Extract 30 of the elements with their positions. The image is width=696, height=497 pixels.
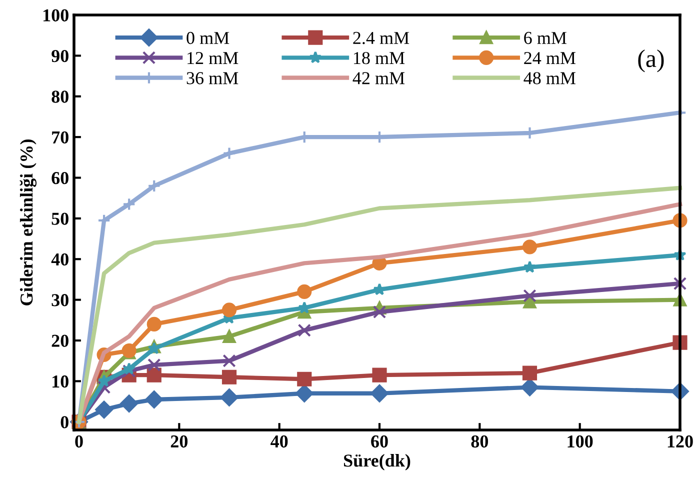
x-tick-label: 40	[270, 435, 288, 448]
y-tick-label: 10	[52, 375, 68, 388]
x-tick-label: 80	[471, 435, 488, 448]
y-tick-label: 20	[52, 334, 68, 347]
y-tick-label: 40	[51, 253, 68, 266]
legend-label: 0 mM	[186, 32, 230, 44]
legend-label: 18 mM	[354, 52, 405, 64]
y-tick-label: 70	[52, 131, 68, 144]
legend-label: 48 mM	[524, 72, 576, 84]
x-tick-label: 20	[170, 435, 188, 448]
y-tick-label: 30	[52, 294, 68, 306]
y-axis-title: Giderim etkinliği (%)	[20, 140, 36, 306]
legend-label: 12 mM	[188, 52, 238, 64]
x-tick-label: 0	[75, 435, 83, 448]
x-tick-label: 60	[371, 435, 388, 448]
y-tick-label: 60	[52, 172, 68, 184]
x-tick-label: 120	[668, 435, 693, 448]
y-tick-label: 90	[52, 50, 68, 62]
annotation: (a)	[638, 50, 664, 72]
y-tick-label: 100	[44, 9, 68, 22]
y-tick-label: 0	[60, 416, 68, 428]
legend-label: 2.4 mM	[353, 32, 410, 44]
legend-label: 36 mM	[186, 72, 238, 84]
y-tick-label: 80	[52, 90, 68, 103]
legend-label: 6 mM	[524, 32, 566, 44]
y-tick-label: 50	[52, 212, 68, 225]
x-axis-title: Süre(dk)	[344, 454, 410, 470]
legend-label: 24 mM	[524, 52, 576, 64]
x-tick-label: 100	[568, 435, 593, 448]
legend-label: 42 mM	[352, 72, 405, 84]
